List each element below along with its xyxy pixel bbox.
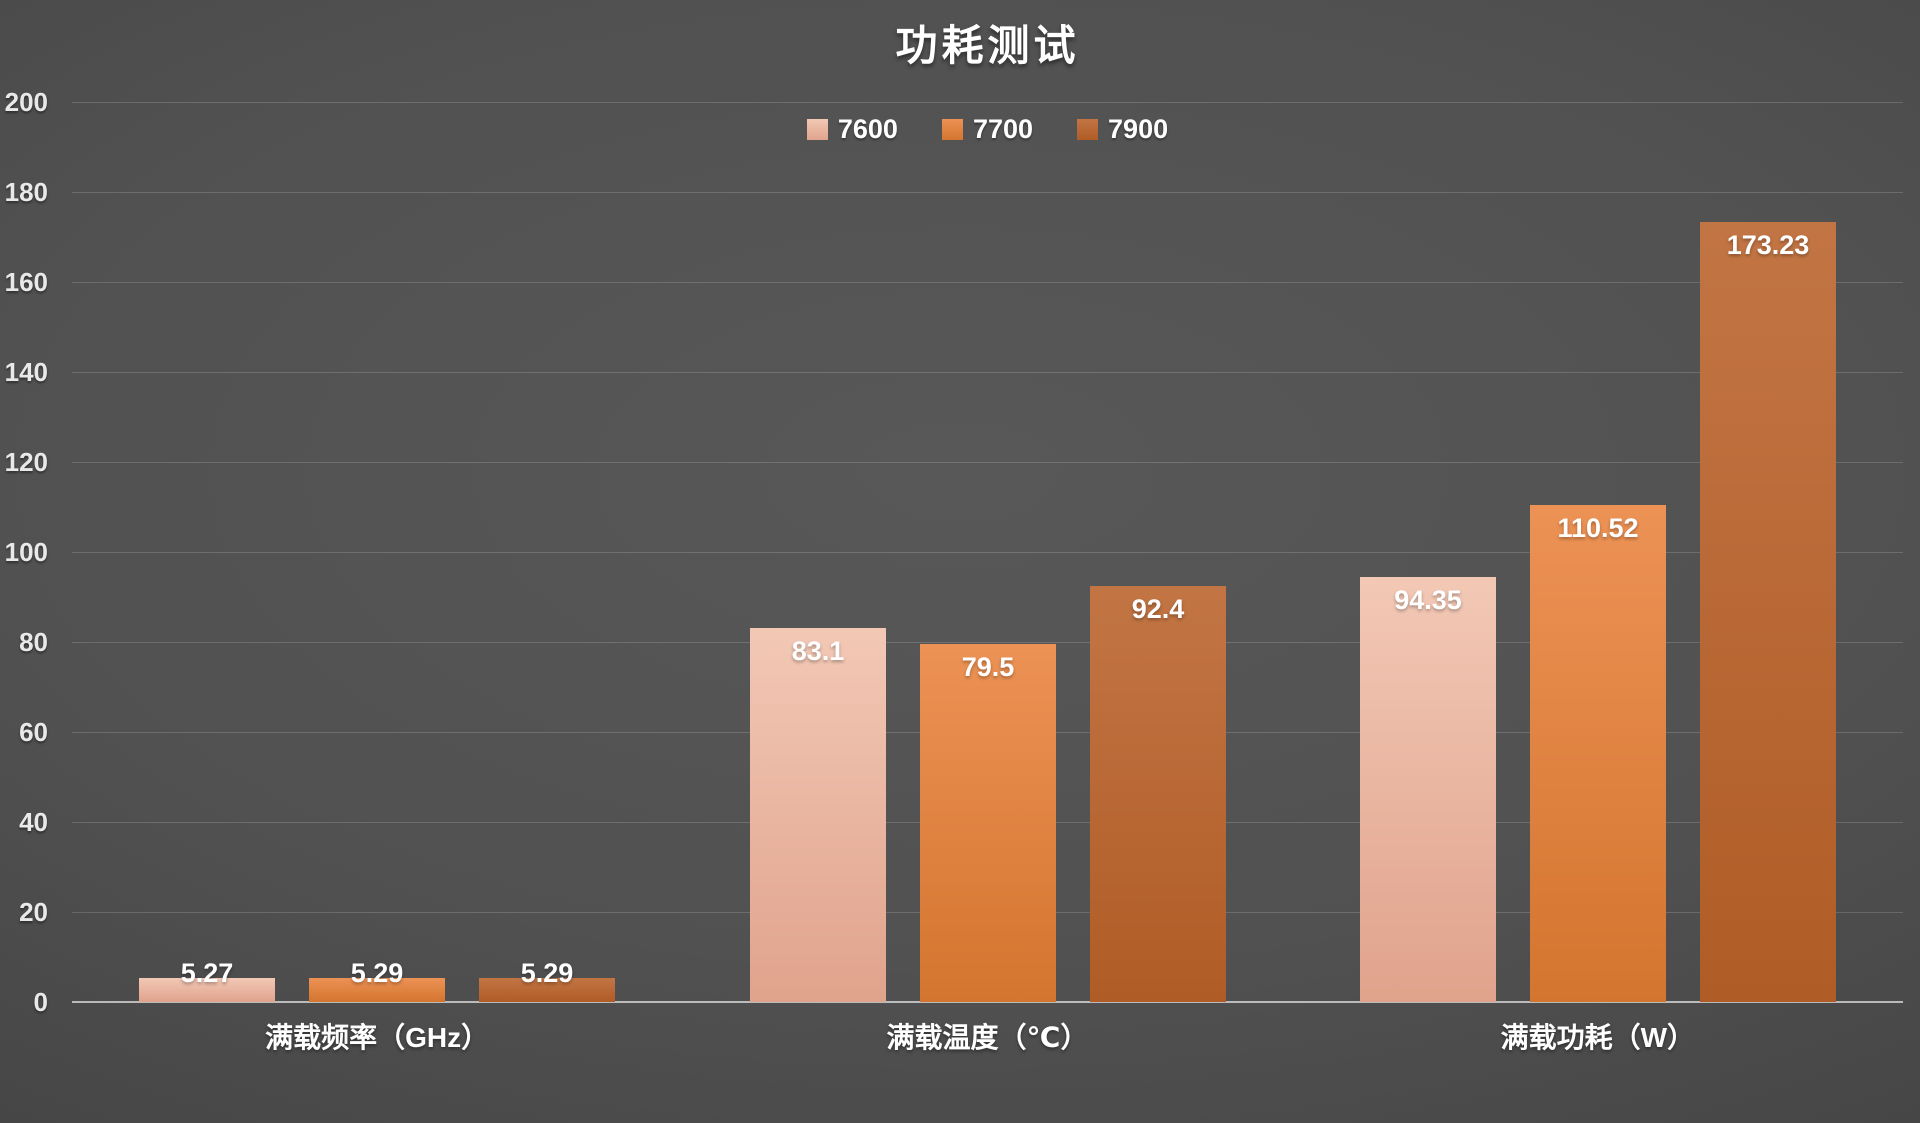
bar-value-label: 5.29 xyxy=(350,958,404,988)
gridline xyxy=(72,552,1903,553)
y-tick-label: 100 xyxy=(4,537,48,567)
y-tick-label: 160 xyxy=(4,267,48,297)
bar-value-label: 110.52 xyxy=(1557,513,1639,543)
gridline xyxy=(72,642,1903,643)
bar-value-label: 5.27 xyxy=(180,958,234,988)
legend-swatch-icon xyxy=(941,118,963,140)
legend-item-7900: 7900 xyxy=(1077,114,1168,145)
legend: 7600 7700 7900 xyxy=(72,112,1903,146)
bar-7600: 83.1 xyxy=(750,628,886,1002)
legend-item-7600: 7600 xyxy=(806,113,898,145)
bar-7700: 5.29 xyxy=(309,960,445,1002)
y-tick-label: 120 xyxy=(4,447,48,477)
y-tick-label: 0 xyxy=(33,987,48,1017)
bar-7600: 5.27 xyxy=(139,960,275,1002)
bar-7900: 92.4 xyxy=(1090,586,1226,1002)
legend-label: 7700 xyxy=(972,113,1034,144)
bar-7900: 173.23 xyxy=(1700,222,1836,1002)
bar-7900: 5.29 xyxy=(479,960,615,1002)
gridline xyxy=(72,282,1903,283)
gridline xyxy=(72,102,1903,103)
y-tick-label: 80 xyxy=(19,627,48,657)
bar-7600: 94.35 xyxy=(1360,577,1496,1002)
bar-value-label: 5.29 xyxy=(520,958,574,988)
category-label: 满载频率（GHz） xyxy=(265,1022,490,1053)
category-label: 满载温度（℃） xyxy=(886,1022,1089,1053)
category-label: 满载功耗（W） xyxy=(1500,1022,1696,1053)
legend-label: 7900 xyxy=(1108,113,1169,144)
legend-item-7700: 7700 xyxy=(941,113,1034,145)
chart-title: 功耗测试 xyxy=(895,22,1080,69)
bar-7700: 110.52 xyxy=(1530,505,1666,1002)
legend-swatch-icon xyxy=(806,118,828,140)
bar-value-label: 173.23 xyxy=(1726,230,1810,260)
y-tick-label: 140 xyxy=(4,357,48,387)
y-tick-label: 40 xyxy=(19,807,48,837)
gridline xyxy=(72,192,1903,193)
y-tick-label: 180 xyxy=(4,177,48,207)
gridline xyxy=(72,372,1903,373)
legend-label: 7600 xyxy=(837,113,898,144)
y-tick-label: 60 xyxy=(19,717,48,747)
y-tick-label: 20 xyxy=(19,897,48,927)
bar-7700: 79.5 xyxy=(920,644,1056,1002)
bar-value-label: 83.1 xyxy=(791,636,845,666)
y-tick-label: 200 xyxy=(4,87,48,117)
gridline xyxy=(72,462,1903,463)
legend-swatch-icon xyxy=(1077,118,1099,140)
bar-value-label: 92.4 xyxy=(1131,594,1185,624)
bar-value-label: 94.35 xyxy=(1394,585,1462,615)
x-axis-line xyxy=(72,1001,1903,1003)
bar-value-label: 79.5 xyxy=(961,652,1015,682)
